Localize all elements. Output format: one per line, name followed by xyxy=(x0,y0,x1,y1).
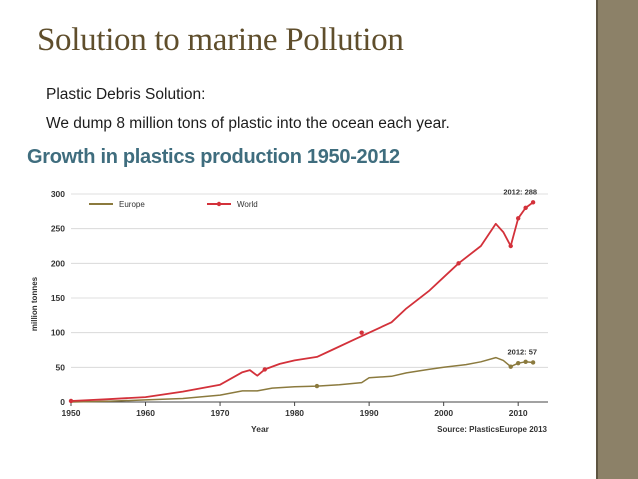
world-end-label: 2012: 288 xyxy=(503,187,537,196)
world-data-point xyxy=(68,398,74,404)
europe-data-point xyxy=(314,383,320,389)
decorative-side-band xyxy=(596,0,638,479)
world-data-point xyxy=(530,200,536,205)
europe-end-label: 2012: 57 xyxy=(507,347,537,356)
world-data-point xyxy=(523,205,528,211)
world-data-point xyxy=(508,243,513,249)
x-tick-label: 1980 xyxy=(285,408,304,418)
y-tick-label: 150 xyxy=(51,293,65,303)
y-axis-label: million tonnes xyxy=(30,276,39,331)
world-series-line xyxy=(70,201,534,402)
y-tick-label: 0 xyxy=(60,397,65,407)
x-tick-label: 1950 xyxy=(62,408,81,418)
europe-data-point xyxy=(530,360,536,365)
europe-legend-label: Europe xyxy=(119,200,145,209)
europe-data-point xyxy=(523,359,528,364)
x-tick-label: 1990 xyxy=(360,408,379,418)
chart-source: Source: PlasticsEurope 2013 xyxy=(437,425,547,434)
y-tick-label: 250 xyxy=(51,224,65,234)
chart-legend: Europe World xyxy=(89,200,258,209)
europe-series-line xyxy=(70,356,534,403)
x-tick-label: 2000 xyxy=(434,408,453,418)
world-data-point xyxy=(359,330,364,335)
plastics-production-chart: 0 50 100 150 200 250 300 1950 1960 1970 1980 1990 20… xyxy=(30,187,548,434)
x-tick-label: 1970 xyxy=(211,408,230,418)
y-tick-label: 50 xyxy=(56,362,66,372)
europe-data-point xyxy=(508,364,513,369)
chart-grid xyxy=(71,193,548,368)
x-tick-label: 2010 xyxy=(509,408,528,418)
x-axis-label: Year xyxy=(251,424,270,434)
slide-title: Solution to marine Pollution xyxy=(37,22,404,58)
world-data-point xyxy=(456,261,461,266)
y-tick-label: 300 xyxy=(51,189,65,199)
chart-series: 2012: 57 2012: 288 xyxy=(68,187,537,404)
world-legend-label: World xyxy=(237,200,258,209)
x-tick-label: 1960 xyxy=(136,408,155,418)
y-tick-label: 100 xyxy=(51,328,65,338)
slide-text: We dump 8 million tons of plastic into t… xyxy=(46,115,450,132)
world-data-point xyxy=(262,367,267,372)
chart-title: Growth in plastics production 1950-2012 xyxy=(27,146,400,168)
y-tick-label: 200 xyxy=(51,258,65,268)
world-data-point xyxy=(515,216,521,221)
slide-subtitle: Plastic Debris Solution: xyxy=(46,86,206,103)
europe-data-point xyxy=(515,360,521,366)
chart-axes: 0 50 100 150 200 250 300 1950 1960 1970 1980 1990 20… xyxy=(51,189,548,418)
world-legend-marker xyxy=(216,201,222,207)
